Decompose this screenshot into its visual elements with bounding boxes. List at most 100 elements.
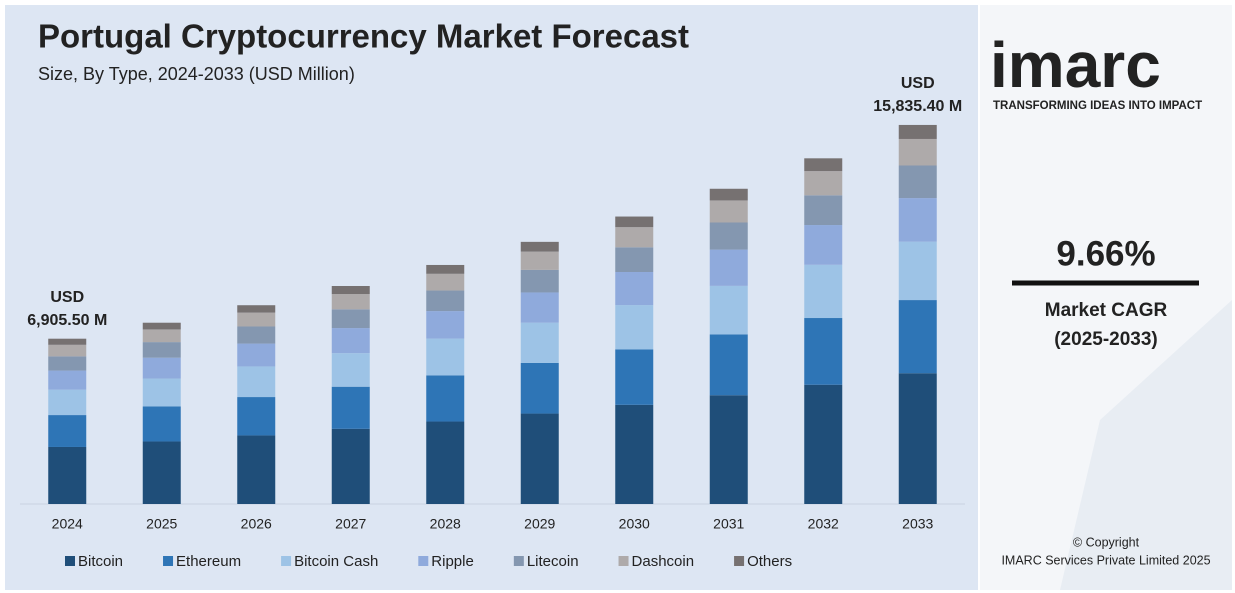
- bar-segment: [331, 309, 370, 329]
- bar-segment: [426, 290, 465, 312]
- bar-segment: [615, 305, 654, 350]
- bar-segment: [48, 338, 87, 345]
- bar-segment: [426, 421, 465, 504]
- bar-segment: [520, 292, 559, 323]
- bar-segment: [520, 362, 559, 414]
- bar-segment: [709, 222, 748, 250]
- bar-segment: [426, 311, 465, 339]
- bar-segment: [898, 241, 937, 301]
- bar-segment: [709, 188, 748, 201]
- bar-segment: [804, 318, 843, 385]
- bar-segment: [48, 356, 87, 371]
- bar-segment: [237, 435, 276, 504]
- bar-segment: [520, 322, 559, 363]
- total-label: 15,835.40 M: [873, 98, 962, 115]
- bar-segment: [804, 195, 843, 226]
- bar-segment: [615, 216, 654, 228]
- x-tick-label: 2026: [241, 516, 272, 532]
- bar-segment: [709, 285, 748, 335]
- bar-segment: [615, 227, 654, 248]
- bar-segment: [709, 334, 748, 396]
- bar-segment: [615, 349, 654, 405]
- x-tick-label: 2029: [524, 516, 555, 532]
- bar-segment: [426, 375, 465, 422]
- bar-segment: [142, 441, 181, 504]
- x-tick-label: 2030: [619, 516, 650, 532]
- bar-segment: [709, 249, 748, 286]
- bar-segment: [898, 138, 937, 166]
- legend-swatch: [618, 556, 629, 566]
- bar-segment: [237, 305, 276, 313]
- bar-segment: [709, 200, 748, 223]
- bar-segment: [804, 225, 843, 265]
- bar-segment: [331, 428, 370, 504]
- x-tick-label: 2031: [713, 516, 744, 532]
- x-tick-label: 2025: [146, 516, 177, 532]
- legend-label: Ripple: [431, 553, 474, 570]
- bar-segment: [615, 272, 654, 306]
- bar-segment: [804, 264, 843, 319]
- bar-segment: [331, 294, 370, 310]
- legend-label: Bitcoin Cash: [294, 553, 378, 570]
- bar-segment: [237, 326, 276, 344]
- bar-segment: [898, 300, 937, 374]
- cagr-period: (2025-2033): [1054, 329, 1158, 350]
- total-label: 6,905.50 M: [27, 312, 107, 329]
- x-tick-label: 2024: [52, 516, 83, 532]
- bar-segment: [48, 370, 87, 390]
- bar-segment: [709, 395, 748, 504]
- bar-segment: [804, 384, 843, 504]
- bar-segment: [615, 404, 654, 504]
- bar-segment: [520, 269, 559, 293]
- copyright-holder: IMARC Services Private Limited 2025: [1001, 553, 1210, 567]
- copyright: © Copyright: [1073, 535, 1140, 549]
- bar-segment: [520, 251, 559, 270]
- bar-segment: [520, 413, 559, 504]
- bar-segment: [48, 344, 87, 357]
- bar-segment: [237, 343, 276, 367]
- bar-segment: [898, 373, 937, 504]
- bar-segment: [426, 264, 465, 274]
- bar-segment: [898, 124, 937, 139]
- chart-title: Portugal Cryptocurrency Market Forecast: [38, 18, 689, 55]
- bar-segment: [898, 198, 937, 242]
- bar-segment: [142, 322, 181, 330]
- bar-segment: [237, 312, 276, 327]
- bar-segment: [142, 406, 181, 442]
- bar-segment: [520, 241, 559, 252]
- bar-segment: [48, 389, 87, 416]
- logo-tagline: TRANSFORMING IDEAS INTO IMPACT: [993, 100, 1202, 112]
- cagr-label: Market CAGR: [1045, 300, 1168, 321]
- bar-segment: [142, 357, 181, 379]
- bar-segment: [804, 171, 843, 196]
- x-tick-label: 2032: [808, 516, 839, 532]
- x-tick-label: 2027: [335, 516, 366, 532]
- legend-label: Others: [747, 553, 792, 570]
- legend-label: Dashcoin: [632, 553, 695, 570]
- bar-segment: [142, 329, 181, 343]
- bar-segment: [331, 328, 370, 354]
- total-label: USD: [50, 289, 84, 306]
- x-tick-label: 2033: [902, 516, 933, 532]
- legend-label: Ethereum: [176, 553, 241, 570]
- bar-segment: [426, 338, 465, 376]
- legend-label: Litecoin: [527, 553, 579, 570]
- legend-swatch: [163, 556, 174, 566]
- bar-segment: [331, 353, 370, 387]
- bar-segment: [142, 378, 181, 407]
- legend-label: Bitcoin: [78, 553, 123, 570]
- bar-segment: [898, 165, 937, 199]
- bar-segment: [237, 366, 276, 398]
- bar-segment: [331, 386, 370, 429]
- logo: imarc: [990, 29, 1161, 101]
- cagr-value: 9.66%: [1056, 234, 1155, 273]
- legend-swatch: [281, 556, 292, 566]
- bar-segment: [48, 446, 87, 504]
- sidebar-decoration: [1060, 300, 1232, 590]
- bar-segment: [615, 247, 654, 273]
- bar-segment: [426, 273, 465, 291]
- legend-swatch: [734, 556, 745, 566]
- bar-segment: [237, 397, 276, 436]
- x-tick-label: 2028: [430, 516, 461, 532]
